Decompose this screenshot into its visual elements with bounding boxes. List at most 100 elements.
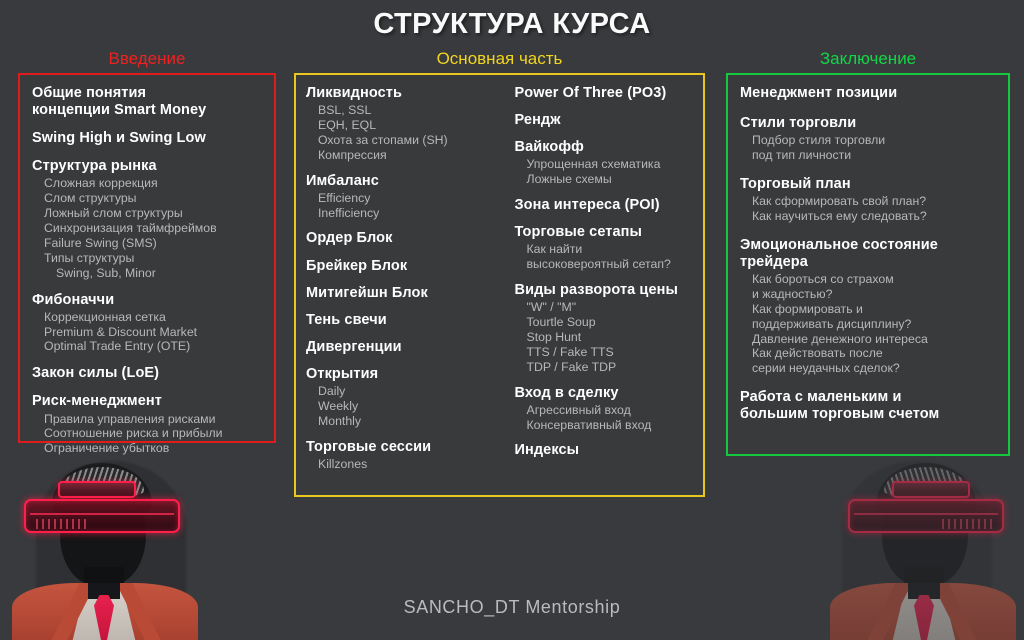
topic-title: Менеджмент позиции xyxy=(740,85,898,101)
column-header-conclusion: Заключение xyxy=(819,49,917,68)
topic-title: Структура рынка xyxy=(32,158,157,175)
topic-subitem: BSL, SSL xyxy=(318,103,372,118)
topic-title: Имбаланс xyxy=(306,172,379,189)
topic-subitem: Ложные схемы xyxy=(526,172,612,187)
topic-title: Power Of Three (PO3) xyxy=(514,85,667,101)
topic: Структура рынка Сложная коррекция Слом стр… xyxy=(32,158,264,280)
topic: Power Of Three (PO3) xyxy=(515,85,696,102)
topic-title: Ликвидность xyxy=(306,85,402,101)
figure-head xyxy=(882,481,968,585)
topic-subitem: TDP / Fake TDP xyxy=(526,359,617,374)
topic: Тень свечи xyxy=(306,312,501,329)
topic: Торговые сетапы Как найти высоковероятный… xyxy=(515,224,696,272)
topic-title: Торговый план xyxy=(740,175,851,192)
topic-subitem: Failure Swing (SMS) xyxy=(44,235,157,250)
topic: Митигейшн Блок xyxy=(306,285,501,302)
topic-subitem: Weekly xyxy=(318,399,359,413)
topic-subitem-list: Killzones xyxy=(306,457,501,472)
topic-title: Виды разворота цены xyxy=(514,282,678,299)
topic-subitem: Подбор стиля торговли под тип личности xyxy=(752,133,886,163)
topic: Вход в сделку Агрессивный вход Консерватив… xyxy=(515,385,696,433)
topic: Эмоциональное состояние трейдера Как боро… xyxy=(740,237,998,376)
figure-hair xyxy=(52,463,152,523)
topic-title: Вайкофф xyxy=(514,139,584,156)
topic-subitem: Типы структуры xyxy=(44,250,135,265)
topic-subitem-list: Правила управления рисками Соотношение ри… xyxy=(32,412,264,457)
topic-subitem-list: Агрессивный вход Консервативный вход xyxy=(515,403,696,433)
topic-subitem: Optimal Trade Entry (OTE) xyxy=(44,339,191,354)
topic-title: Зона интереса (POI) xyxy=(514,197,660,214)
topic-title: Митигейшн Блок xyxy=(306,284,428,301)
topic-title: Брейкер Блок xyxy=(306,257,408,274)
topic: Торговый план Как сформировать свой план?… xyxy=(740,176,998,224)
topic: Стили торговли Подбор стиля торговли под … xyxy=(740,115,998,163)
section-main: Ликвидность BSL, SSL EQH, EQL Охота за стоп… xyxy=(294,73,705,497)
section-intro: Общие понятия концепции Smart Money Swing… xyxy=(18,73,276,455)
topic-subitem-list: Как бороться со страхом и жадностью? Как … xyxy=(740,272,998,376)
topic-subitem: "W" / "M" xyxy=(526,300,577,315)
topic: Работа с маленьким и большим торговым сч… xyxy=(740,389,998,423)
topic: Виды разворота цены "W" / "M" Tourtle Soup… xyxy=(515,282,696,374)
topic: Брейкер Блок xyxy=(306,258,501,275)
topic-subitem-list: Подбор стиля торговли под тип личности xyxy=(740,133,998,163)
topic-title: Swing High и Swing Low xyxy=(32,130,206,147)
topic-title: Торговые сессии xyxy=(306,438,432,455)
topic-title: Вход в сделку xyxy=(514,384,619,401)
topic-subitem: TTS / Fake TTS xyxy=(526,344,614,359)
topic-subitem: Синхронизация таймфреймов xyxy=(44,221,217,236)
topic-title: Риск-менеджмент xyxy=(32,393,162,410)
topic-subitem-list: BSL, SSL EQH, EQL Охота за стопами (SH) Ком… xyxy=(306,103,501,163)
topic-subitem: Monthly xyxy=(318,413,362,428)
topic-subitem: Premium & Discount Market xyxy=(44,324,198,339)
topic-subitem-list: Коррекционная сетка Premium & Discount Ma… xyxy=(32,310,264,355)
topic-subitem: Соотношение риска и прибыли xyxy=(44,426,223,441)
topic-subitem: Консервативный вход xyxy=(526,417,652,432)
topic-subitem-list: "W" / "M" Tourtle Soup Stop Hunt TTS / Fake… xyxy=(515,300,696,374)
topic: Swing High и Swing Low xyxy=(32,130,264,147)
topic-subitem: Как бороться со страхом и жадностью? xyxy=(752,272,894,301)
figure-hair xyxy=(876,463,976,523)
topic-subitem: Как действовать после серии неудачных сд… xyxy=(752,346,900,376)
topic: Ликвидность BSL, SSL EQH, EQL Охота за стоп… xyxy=(306,85,501,163)
topic-subitem: Stop Hunt xyxy=(526,329,582,344)
topic-title: Закон силы (LoE) xyxy=(32,365,160,382)
topic-subitem: EQH, EQL xyxy=(318,117,377,132)
topic-list-main-right: Power Of Three (PO3) Рендж Вайкофф Упрощенн… xyxy=(501,85,696,487)
topic: Торговые сессии Killzones xyxy=(306,439,501,472)
figure-visor-icon xyxy=(848,499,1004,533)
topic-subitem: Коррекционная сетка xyxy=(44,309,166,324)
figure-visor-top xyxy=(892,481,970,498)
topic: Индексы xyxy=(515,442,696,459)
topic: Открытия Daily Weekly Monthly xyxy=(306,366,501,429)
topic-subitem: Ложный слом структуры xyxy=(44,206,183,221)
topic: Риск-менеджмент Правила управления рискам… xyxy=(32,393,264,456)
topic-title: Открытия xyxy=(306,366,379,383)
topic-title: Стили торговли xyxy=(740,115,857,132)
topic-subitem: Daily xyxy=(318,384,346,399)
topic-subitem-list: Daily Weekly Monthly xyxy=(306,384,501,429)
figure-head xyxy=(60,481,146,585)
topic: Имбаланс Efficiency Inefficiency xyxy=(306,173,501,221)
topic: Закон силы (LoE) xyxy=(32,365,264,382)
figure-visor-top xyxy=(58,481,136,498)
topic-subitem: Сложная коррекция xyxy=(44,176,158,191)
topic-title: Тень свечи xyxy=(306,311,387,328)
topic-list-main-left: Ликвидность BSL, SSL EQH, EQL Охота за стоп… xyxy=(306,85,501,487)
topic-subitem: Как найти высоковероятный сетап? xyxy=(526,242,671,272)
topic: Рендж xyxy=(515,112,696,129)
topic: Менеджмент позиции xyxy=(740,85,998,102)
topic-list-conclusion: Менеджмент позиции Стили торговли Подбор с… xyxy=(740,85,998,423)
topic-subitem-list: Сложная коррекция Слом структуры Ложный сл… xyxy=(32,176,264,280)
topic-subitem: Агрессивный вход xyxy=(526,402,631,417)
topic-subitem-list: Efficiency Inefficiency xyxy=(306,191,501,221)
topic-title: Эмоциональное состояние трейдера xyxy=(740,236,938,270)
topic-subitem: Inefficiency xyxy=(318,205,380,220)
topic-subitem: Как научиться ему следовать? xyxy=(752,208,927,223)
topic-subitem: Упрощенная схематика xyxy=(526,157,661,172)
footer-branding: SANCHO_DT Mentorship xyxy=(403,597,621,617)
topic-subitem: Ограничение убытков xyxy=(44,441,170,456)
topic-subitem: Охота за стопами (SH) xyxy=(318,132,448,147)
topic-subitem: Swing, Sub, Minor xyxy=(56,265,156,280)
section-conclusion: Менеджмент позиции Стили торговли Подбор с… xyxy=(726,73,1010,456)
topic-list-intro: Общие понятия концепции Smart Money Swing… xyxy=(32,85,264,456)
